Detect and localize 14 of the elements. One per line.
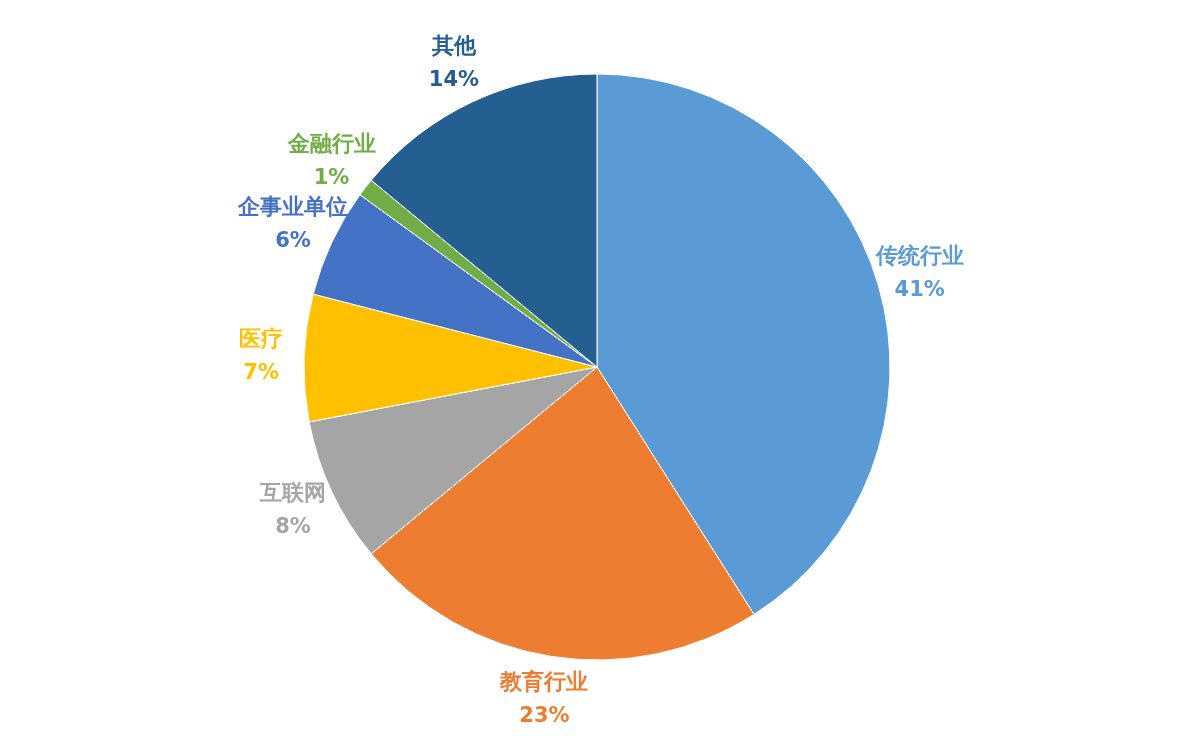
slice-label: 医疗 bbox=[239, 326, 284, 352]
slice-label: 传统行业 bbox=[874, 243, 964, 269]
data-label: 23% bbox=[519, 702, 570, 727]
data-label: 14% bbox=[428, 66, 480, 91]
data-label: 8% bbox=[275, 514, 311, 539]
slice-label: 金融行业 bbox=[286, 131, 376, 157]
slice-label: 教育行业 bbox=[499, 668, 589, 694]
data-label: 6% bbox=[275, 227, 311, 252]
slice-label: 企事业单位 bbox=[236, 193, 348, 219]
slice-label: 其他 bbox=[430, 32, 477, 58]
data-label: 41% bbox=[894, 277, 945, 302]
slice-label: 互联网 bbox=[258, 480, 326, 506]
data-label: 7% bbox=[243, 360, 279, 385]
data-label: 1% bbox=[313, 165, 350, 190]
